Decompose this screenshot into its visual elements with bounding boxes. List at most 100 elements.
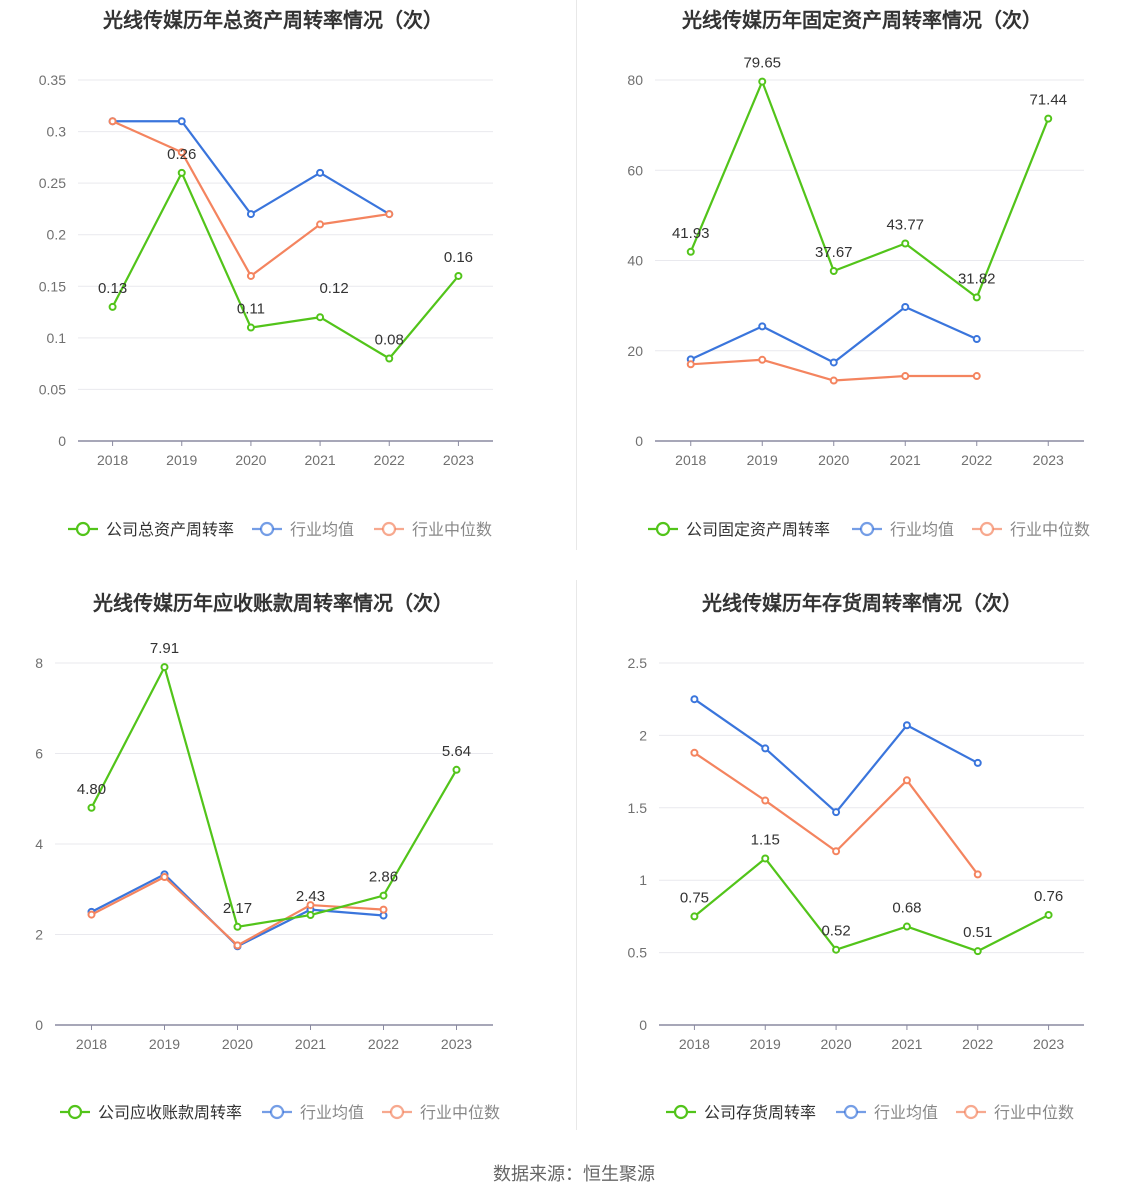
data-point-company [902, 922, 911, 931]
legend-label: 行业中位数 [994, 1103, 1074, 1122]
data-label: 0.08 [375, 331, 404, 348]
data-point-industry_median [379, 905, 388, 914]
legend-marker-icon [381, 521, 397, 537]
data-label: 0.16 [444, 249, 473, 266]
y-tick-label: 2 [639, 727, 647, 743]
data-label: 31.82 [958, 270, 996, 287]
legend-item-industry_median: 行业中位数 [956, 1103, 1074, 1122]
series-line-company [111, 171, 460, 360]
data-point-company [832, 945, 841, 954]
data-point-company [452, 765, 461, 774]
data-point-company [686, 247, 695, 256]
data-point-company [758, 77, 767, 86]
legend-label: 行业中位数 [1010, 520, 1090, 539]
legend-label: 行业均值 [290, 520, 354, 539]
data-point-industry_median [385, 210, 394, 219]
data-point-industry_avg [246, 210, 255, 219]
x-tick-label: 2021 [891, 1036, 922, 1052]
y-tick-label: 0.15 [39, 278, 66, 294]
data-label: 2.43 [296, 888, 325, 905]
data-point-industry_median [246, 271, 255, 280]
chart-title: 光线传媒历年总资产周转率情况（次） [102, 8, 443, 32]
data-label: 0.75 [680, 889, 709, 906]
vertical-divider-top [576, 0, 577, 550]
data-point-industry_avg [973, 758, 982, 767]
vertical-divider-bottom [576, 580, 577, 1130]
legend-label: 行业均值 [890, 520, 954, 539]
data-point-industry_avg [832, 808, 841, 817]
data-point-company [379, 891, 388, 900]
data-point-company [973, 947, 982, 956]
y-tick-label: 60 [627, 162, 643, 178]
x-tick-label: 2022 [374, 452, 405, 468]
data-point-company [160, 663, 169, 672]
data-label: 4.80 [77, 781, 106, 798]
legend-label: 行业均值 [300, 1103, 364, 1122]
data-label: 2.17 [223, 900, 252, 917]
legend-marker-icon [389, 1104, 405, 1120]
legend-item-industry_avg: 行业均值 [262, 1103, 364, 1122]
legend-item-industry_avg: 行业均值 [252, 520, 354, 539]
data-label: 0.68 [892, 900, 921, 917]
y-tick-label: 0.35 [39, 72, 66, 88]
data-point-industry_median [761, 796, 770, 805]
x-tick-label: 2018 [675, 452, 706, 468]
legend-label: 行业中位数 [412, 520, 492, 539]
data-label: 1.15 [751, 831, 780, 848]
data-point-industry_avg [902, 721, 911, 730]
data-point-industry_median [160, 873, 169, 882]
y-tick-label: 0.25 [39, 175, 66, 191]
y-tick-label: 0.5 [628, 945, 648, 961]
data-label: 0.11 [237, 301, 265, 318]
data-label: 0.13 [98, 280, 127, 297]
data-point-industry_avg [316, 168, 325, 177]
data-point-company [454, 271, 463, 280]
legend-marker-icon [655, 521, 671, 537]
series-line-company [90, 665, 458, 928]
series-line-industry_avg [112, 120, 390, 216]
data-point-industry_median [973, 870, 982, 879]
data-point-industry_median [108, 117, 117, 126]
data-label: 43.77 [886, 216, 924, 233]
x-tick-label: 2022 [368, 1036, 399, 1052]
x-tick-label: 2023 [441, 1036, 472, 1052]
series-line-industry_avg [693, 698, 979, 814]
chart-title: 光线传媒历年固定资产周转率情况（次） [681, 8, 1042, 32]
y-tick-label: 0.3 [47, 124, 67, 140]
data-label: 2.86 [369, 869, 398, 886]
x-tick-label: 2018 [679, 1036, 710, 1052]
y-tick-label: 8 [35, 655, 43, 671]
data-point-industry_median [233, 941, 242, 950]
x-tick-label: 2023 [1033, 1036, 1064, 1052]
x-tick-label: 2019 [750, 1036, 781, 1052]
y-tick-label: 0 [35, 1017, 43, 1033]
x-tick-label: 2019 [166, 452, 197, 468]
legend-item-industry_avg: 行业均值 [852, 520, 954, 539]
data-point-industry_median [87, 910, 96, 919]
data-point-industry_avg [829, 358, 838, 367]
y-tick-label: 40 [627, 253, 643, 269]
chart-3: 光线传媒历年应收账款周转率情况（次） 0 2 4 6 8 2018 2019 2020 2021 2… [35, 591, 500, 1122]
y-tick-label: 1 [639, 872, 647, 888]
x-tick-label: 2020 [222, 1036, 253, 1052]
series-line-industry_median [112, 120, 390, 278]
data-point-company [1044, 910, 1053, 919]
data-point-industry_median [832, 847, 841, 856]
y-tick-label: 2 [35, 927, 43, 943]
legend-item-industry_avg: 行业均值 [836, 1103, 938, 1122]
data-label: 0.26 [167, 146, 196, 163]
legend-marker-icon [979, 521, 995, 537]
chart-2: 光线传媒历年固定资产周转率情况（次） 0 20 40 60 80 2018 2019 2020 2… [627, 8, 1090, 539]
x-tick-label: 2020 [235, 452, 266, 468]
x-tick-label: 2021 [295, 1036, 326, 1052]
legend-label: 行业中位数 [420, 1103, 500, 1122]
data-point-company [233, 922, 242, 931]
legend-marker-icon [673, 1104, 689, 1120]
x-tick-label: 2020 [818, 452, 849, 468]
legend-marker-icon [843, 1104, 859, 1120]
data-label: 0.52 [821, 923, 850, 940]
x-tick-label: 2019 [149, 1036, 180, 1052]
x-tick-label: 2020 [821, 1036, 852, 1052]
data-point-industry_median [316, 220, 325, 229]
